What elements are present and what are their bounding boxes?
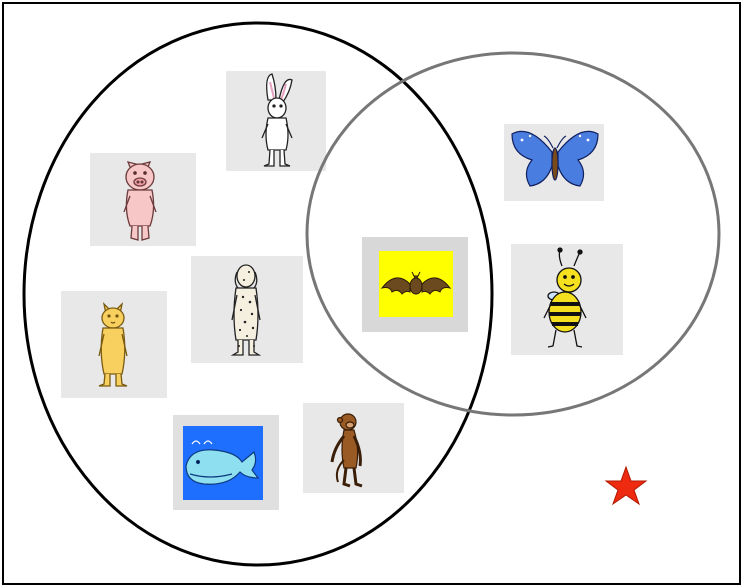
dog-icon [230, 264, 262, 356]
pig-tile [90, 153, 196, 246]
cat-tile [61, 291, 167, 398]
right-set-ellipse [305, 51, 721, 417]
bee-tile [511, 244, 623, 355]
left-set-ellipse [22, 21, 494, 567]
butterfly-icon [511, 130, 599, 187]
bee-icon [543, 247, 587, 348]
rabbit-icon [261, 73, 293, 167]
monkey-icon [330, 413, 363, 488]
cat-icon [98, 302, 128, 387]
butterfly-tile [504, 124, 604, 201]
whale-icon [185, 440, 260, 485]
dog-tile [191, 256, 303, 363]
pig-icon [123, 161, 157, 241]
whale-tile [173, 415, 279, 510]
monkey-tile [303, 403, 404, 493]
star-icon [604, 465, 648, 506]
rabbit-tile [226, 71, 326, 171]
bat-tile [362, 237, 468, 332]
bat-icon [380, 271, 452, 295]
